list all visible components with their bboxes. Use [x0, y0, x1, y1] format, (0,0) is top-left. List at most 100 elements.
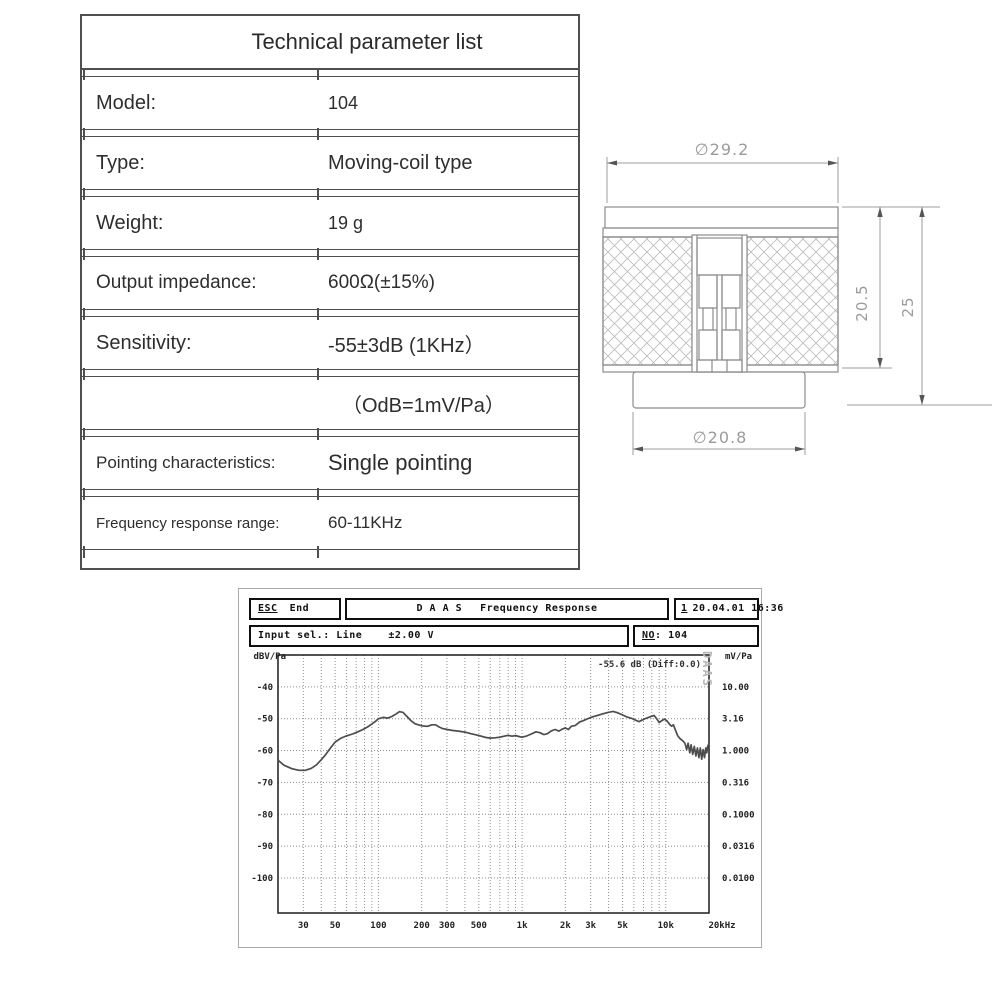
- y-left-tick-label: -90: [257, 842, 273, 852]
- dim-top: [606, 157, 839, 203]
- x-tick-label: 3k: [585, 921, 596, 931]
- table-row: Pointing characteristics: Single pointing: [82, 428, 578, 490]
- y-left-axis-title: dBV/Pa: [253, 652, 286, 662]
- y-left-tick-label: -50: [257, 715, 273, 725]
- param-label: Frequency response range:: [96, 514, 280, 532]
- table-row: Weight: 19 g: [82, 188, 578, 250]
- x-tick-label: 1k: [517, 921, 528, 931]
- x-tick-label: 100: [370, 921, 386, 931]
- table-row: Frequency response range: 60-11KHz: [82, 488, 578, 558]
- y-left-tick-label: -40: [257, 683, 273, 693]
- param-label: Type:: [96, 151, 145, 174]
- x-tick-label: 2k: [560, 921, 571, 931]
- dim-label-inner-height: 20.5: [853, 284, 871, 321]
- param-label: Model:: [96, 91, 157, 114]
- row-divider-tick: [317, 128, 319, 140]
- row-divider-tick: [317, 248, 319, 260]
- dim-label-total-height: 25: [899, 296, 917, 317]
- y-left-tick-label: -60: [257, 747, 273, 757]
- param-value: 60-11KHz: [328, 513, 403, 532]
- no-value: : 104: [655, 630, 688, 641]
- x-tick-label: 300: [439, 921, 455, 931]
- y-right-axis-title: mV/Pa: [725, 652, 752, 662]
- row-divider-tick: [83, 128, 85, 140]
- table-row: Output impedance: 600Ω(±15%): [82, 248, 578, 310]
- esc-end-box: ESC End: [249, 598, 341, 620]
- x-tick-label: 10k: [658, 921, 675, 931]
- table-row: Model: 104: [82, 68, 578, 130]
- model-number-box: NO: 104: [633, 625, 759, 647]
- y-left-tick-label: -100: [251, 874, 273, 884]
- x-tick-label: 30: [298, 921, 309, 931]
- row-divider-tick: [317, 308, 319, 320]
- daas-acronym: D A A S: [416, 603, 463, 614]
- param-value: -55±3dB (1KHz）: [328, 334, 485, 357]
- x-tick-label: 20kHz: [708, 921, 735, 931]
- frequency-response-chart: -40 -50 -60 -70 -80 -90 -100 10.00 3.16 1.000 0.31…: [251, 651, 755, 931]
- param-label: Pointing characteristics:: [96, 453, 276, 472]
- y-left-tick-label: -70: [257, 778, 273, 788]
- table-row: （OdB=1mV/Pa）: [82, 368, 578, 430]
- center-column: [691, 234, 748, 373]
- dim-right: [842, 206, 992, 406]
- row-divider-tick: [317, 488, 319, 500]
- row-divider-tick: [83, 368, 85, 380]
- param-label: Output impedance:: [96, 272, 257, 293]
- table-rows: Model: 104 Type: Moving-coil type Weight: 19 …: [82, 68, 578, 558]
- y-right-tick-label: 0.1000: [722, 810, 755, 820]
- dim-label-diameter-top: ∅29.2: [695, 140, 750, 159]
- dim-label-diameter-bottom: ∅20.8: [693, 428, 748, 447]
- end-label: End: [289, 603, 310, 614]
- row-divider-tick: [83, 546, 85, 558]
- row-divider-tick: [83, 428, 85, 440]
- row-divider-tick: [83, 488, 85, 500]
- y-right-tick-label: 1.000: [722, 747, 749, 757]
- esc-key-label: ESC: [258, 603, 278, 614]
- datetime-text: 20.04.01 16:36: [692, 603, 784, 614]
- daas-frequency-response-panel: ESC End D A A S Frequency Response 1 20.04.…: [238, 588, 783, 948]
- param-value: （OdB=1mV/Pa）: [342, 394, 505, 417]
- x-tick-label: 5k: [617, 921, 628, 931]
- daas-title-text: Frequency Response: [480, 603, 598, 614]
- capsule-drawing: ∅29.2: [602, 140, 992, 455]
- param-label: Sensitivity:: [96, 331, 192, 354]
- date-box: 1 20.04.01 16:36: [674, 598, 783, 620]
- input-select-box: Input sel.: Line ±2.00 V: [249, 625, 629, 647]
- y-right-tick-label: 0.316: [722, 778, 749, 788]
- row-divider-tick: [83, 68, 85, 80]
- row-divider-tick: [317, 546, 319, 558]
- table-title: Technical parameter list: [82, 16, 578, 70]
- dim-bottom: [632, 412, 806, 455]
- input-select-label: Input sel.: Line: [258, 630, 363, 641]
- session-number: 1: [681, 603, 688, 614]
- param-value: 19 g: [328, 212, 364, 233]
- param-value: 600Ω(±15%): [328, 272, 436, 293]
- y-right-tick-label: 0.0316: [722, 842, 755, 852]
- param-value: Moving-coil type: [328, 151, 473, 174]
- table-row: Type: Moving-coil type: [82, 128, 578, 190]
- capsule-body: [602, 206, 839, 409]
- y-right-tick-label: 10.00: [722, 683, 749, 693]
- row-divider-tick: [83, 248, 85, 260]
- row-divider-tick: [83, 308, 85, 320]
- param-value: 104: [328, 92, 359, 113]
- param-label: Weight:: [96, 211, 164, 234]
- y-left-tick-label: -80: [257, 810, 273, 820]
- daas-watermark: DAAS: [700, 651, 714, 688]
- row-divider-tick: [317, 428, 319, 440]
- plot-frame: [277, 654, 710, 914]
- x-tick-label: 500: [471, 921, 487, 931]
- row-divider-tick: [317, 368, 319, 380]
- daas-title-box: D A A S Frequency Response: [345, 598, 669, 620]
- y-right-tick-label: 3.16: [722, 715, 744, 725]
- no-label: NO: [642, 630, 656, 641]
- response-curve: [277, 710, 710, 772]
- table-row: Sensitivity: -55±3dB (1KHz）: [82, 308, 578, 370]
- row-divider-tick: [83, 188, 85, 200]
- x-tick-label: 50: [330, 921, 341, 931]
- technical-parameter-table: Technical parameter list Model: 104 Type: M…: [80, 14, 580, 570]
- y-right-tick-label: 0.0100: [722, 874, 755, 884]
- input-voltage: ±2.00 V: [388, 630, 434, 641]
- row-divider-tick: [317, 188, 319, 200]
